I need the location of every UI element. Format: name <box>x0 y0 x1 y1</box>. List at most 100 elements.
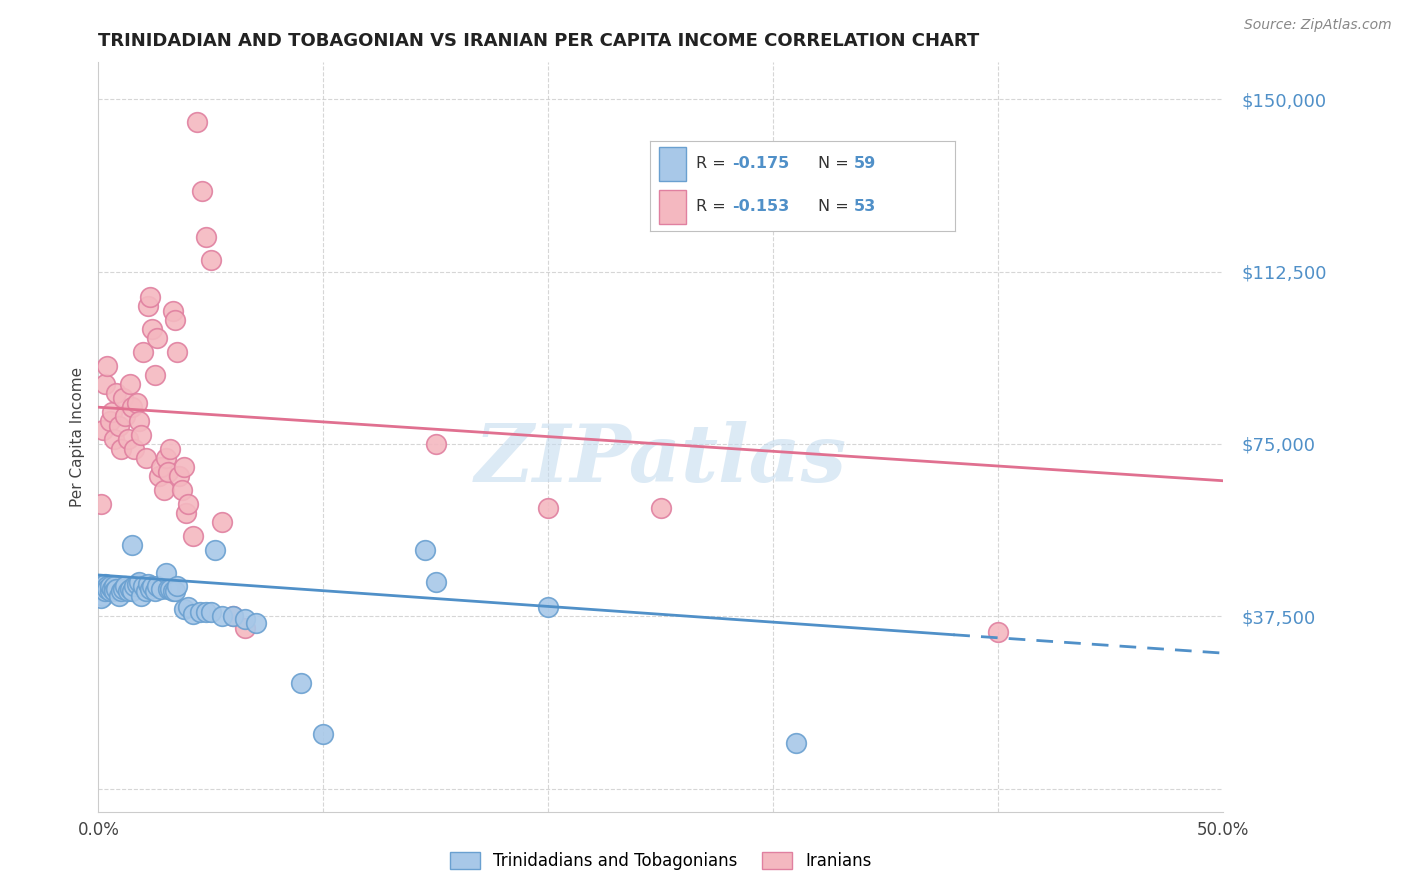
Point <box>166 345 188 359</box>
Point <box>135 450 157 465</box>
Point <box>110 584 132 599</box>
Point <box>191 184 214 198</box>
Point <box>152 483 174 497</box>
Text: ZIPatlas: ZIPatlas <box>475 421 846 499</box>
Point <box>150 459 173 474</box>
Point <box>128 414 150 428</box>
Point <box>146 579 169 593</box>
Point <box>148 469 170 483</box>
Point <box>94 377 117 392</box>
Point <box>173 602 195 616</box>
Text: TRINIDADIAN AND TOBAGONIAN VS IRANIAN PER CAPITA INCOME CORRELATION CHART: TRINIDADIAN AND TOBAGONIAN VS IRANIAN PE… <box>98 32 980 50</box>
Point <box>90 579 112 593</box>
Text: N =: N = <box>817 156 853 171</box>
Point <box>159 442 181 456</box>
Point <box>181 607 204 621</box>
Point <box>135 584 157 599</box>
Point <box>98 414 121 428</box>
Point <box>103 433 125 447</box>
Point <box>114 409 136 424</box>
Point <box>94 577 117 591</box>
Point <box>211 515 233 529</box>
Point <box>112 582 135 596</box>
Point <box>98 584 121 599</box>
Point <box>107 418 129 433</box>
Point <box>785 736 807 750</box>
Point <box>105 386 128 401</box>
Point <box>105 582 128 596</box>
Point <box>150 582 173 596</box>
Point <box>245 616 267 631</box>
FancyBboxPatch shape <box>659 147 686 181</box>
Point <box>170 483 193 497</box>
Point <box>157 582 180 596</box>
Point <box>141 579 163 593</box>
Point <box>174 506 197 520</box>
Point <box>143 584 166 599</box>
Point <box>146 331 169 345</box>
Point <box>124 579 146 593</box>
Point <box>650 501 672 516</box>
Point <box>107 589 129 603</box>
Point <box>125 577 148 591</box>
Point <box>117 584 139 599</box>
Point <box>139 290 162 304</box>
Point <box>157 465 180 479</box>
Point <box>136 299 159 313</box>
Point <box>162 584 184 599</box>
Point <box>163 313 186 327</box>
Point <box>413 542 436 557</box>
Point <box>98 579 121 593</box>
Point <box>233 612 256 626</box>
Point <box>425 437 447 451</box>
Point <box>112 391 135 405</box>
Point <box>136 577 159 591</box>
Point <box>103 579 125 593</box>
Point <box>162 303 184 318</box>
Y-axis label: Per Capita Income: Per Capita Income <box>69 367 84 508</box>
Point <box>91 423 114 437</box>
Point <box>222 609 245 624</box>
Point <box>91 582 114 596</box>
Text: R =: R = <box>696 199 730 214</box>
Text: -0.153: -0.153 <box>733 199 789 214</box>
Point <box>90 584 112 599</box>
Point <box>173 459 195 474</box>
Point <box>121 584 143 599</box>
Point <box>155 566 177 580</box>
Point <box>96 359 118 373</box>
Point <box>211 609 233 624</box>
Text: N =: N = <box>817 199 853 214</box>
Point <box>103 584 125 599</box>
Point <box>169 469 191 483</box>
Point <box>186 115 208 129</box>
Point <box>121 401 143 415</box>
Point <box>290 676 312 690</box>
Point <box>91 589 114 603</box>
Text: Source: ZipAtlas.com: Source: ZipAtlas.com <box>1244 18 1392 32</box>
Point <box>110 442 132 456</box>
Point <box>129 589 152 603</box>
Text: 59: 59 <box>855 156 876 171</box>
Point <box>129 427 152 442</box>
Point <box>141 322 163 336</box>
Point <box>163 584 186 599</box>
Point <box>155 450 177 465</box>
Text: 53: 53 <box>855 199 876 214</box>
Point <box>987 625 1010 640</box>
Point <box>118 582 141 596</box>
Point <box>121 538 143 552</box>
Text: -0.175: -0.175 <box>733 156 789 171</box>
Point <box>537 501 560 516</box>
Point <box>139 582 162 596</box>
Point <box>96 582 118 596</box>
Point <box>101 405 124 419</box>
Point <box>132 579 155 593</box>
Point <box>117 433 139 447</box>
Point <box>132 345 155 359</box>
Point <box>537 600 560 615</box>
Point <box>195 230 218 244</box>
Point <box>181 529 204 543</box>
Point <box>90 591 112 605</box>
Point <box>101 582 124 596</box>
